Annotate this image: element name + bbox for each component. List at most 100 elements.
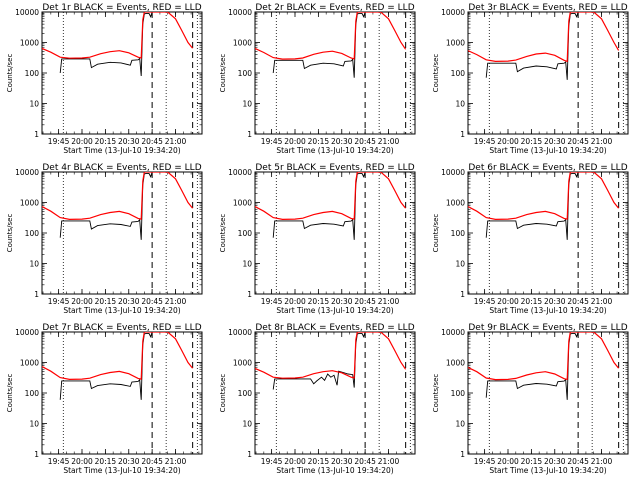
y-tick-label: 10	[29, 100, 39, 109]
x-axis-label: Start Time (13-Jul-10 19:34:20)	[489, 146, 606, 155]
x-tick-label: 20:30	[544, 457, 566, 466]
x-tick-label: 20:15	[95, 297, 117, 306]
x-axis-label: Start Time (13-Jul-10 19:34:20)	[489, 306, 606, 315]
x-tick-label: 20:30	[331, 457, 353, 466]
events-series-line	[272, 332, 366, 390]
y-tick-label: 1	[247, 130, 252, 139]
y-tick-label: 10000	[15, 328, 39, 337]
y-tick-label: 10000	[15, 8, 39, 17]
x-axis-label: Start Time (13-Jul-10 19:34:20)	[489, 466, 606, 475]
y-tick-label: 1000	[446, 199, 465, 208]
lld-series-line	[255, 172, 407, 221]
panel-1: Det 1r BLACK = Events, RED = LLD 1 10 100 10…	[6, 3, 203, 155]
events-series-line	[59, 332, 153, 400]
panel-title: Det 4r BLACK = Events, RED = LLD	[42, 163, 201, 173]
plot-frame	[467, 171, 629, 295]
x-tick-label: 21:00	[165, 137, 187, 146]
x-tick-label: 20:30	[544, 297, 566, 306]
x-tick-label: 20:15	[521, 137, 543, 146]
y-tick-label: 10000	[441, 8, 465, 17]
x-tick-label: 20:30	[331, 137, 353, 146]
x-tick-label: 21:00	[165, 457, 187, 466]
panel-4: Det 4r BLACK = Events, RED = LLD 1 10 100 10…	[6, 163, 203, 315]
x-tick-label: 20:15	[521, 457, 543, 466]
plot-frame	[254, 331, 416, 455]
x-tick-label: 20:00	[284, 297, 306, 306]
x-tick-label: 20:30	[118, 137, 140, 146]
plot-frame	[41, 331, 203, 455]
y-tick-label: 10	[242, 420, 252, 429]
y-tick-label: 1000	[20, 359, 39, 368]
x-tick-label: 19:45	[474, 297, 496, 306]
lld-series-line	[42, 12, 194, 59]
y-tick-label: 100	[238, 389, 253, 398]
x-tick-label: 20:00	[71, 457, 93, 466]
panel-2: Det 2r BLACK = Events, RED = LLD 1 10 100 10…	[219, 3, 416, 155]
x-tick-label: 19:45	[474, 457, 496, 466]
y-tick-label: 10000	[228, 328, 252, 337]
y-axis-label: Counts/sec	[432, 214, 440, 253]
x-tick-label: 21:00	[378, 457, 400, 466]
x-tick-label: 20:45	[567, 297, 589, 306]
x-tick-label: 21:00	[378, 297, 400, 306]
events-series-line	[272, 12, 366, 78]
y-tick-label: 10000	[228, 168, 252, 177]
y-tick-label: 1000	[20, 39, 39, 48]
plot-frame	[467, 11, 629, 135]
x-tick-label: 20:00	[497, 137, 519, 146]
y-tick-label: 1	[34, 450, 39, 459]
y-tick-label: 100	[451, 69, 466, 78]
y-tick-label: 1000	[20, 199, 39, 208]
x-tick-label: 20:30	[331, 297, 353, 306]
x-tick-label: 21:00	[378, 137, 400, 146]
x-tick-label: 20:30	[118, 457, 140, 466]
lld-series-line	[468, 12, 620, 63]
lld-series-line	[42, 172, 194, 221]
y-tick-label: 100	[25, 389, 40, 398]
panel-title: Det 7r BLACK = Events, RED = LLD	[42, 323, 201, 333]
lld-series-line	[468, 332, 620, 381]
y-axis-label: Counts/sec	[6, 374, 14, 413]
x-tick-label: 20:45	[141, 297, 163, 306]
y-tick-label: 1	[34, 290, 39, 299]
x-tick-label: 19:45	[48, 297, 70, 306]
lld-series-line	[255, 332, 407, 379]
y-axis-label: Counts/sec	[6, 54, 14, 93]
y-tick-label: 100	[238, 69, 253, 78]
plot-frame	[254, 171, 416, 295]
x-tick-label: 20:45	[567, 457, 589, 466]
x-tick-label: 19:45	[261, 137, 283, 146]
y-tick-label: 1000	[233, 359, 252, 368]
y-tick-label: 10	[242, 260, 252, 269]
y-tick-label: 10	[455, 100, 465, 109]
y-tick-label: 1	[460, 130, 465, 139]
y-tick-label: 10000	[15, 168, 39, 177]
y-tick-label: 100	[25, 229, 40, 238]
events-series-line	[59, 172, 153, 240]
x-tick-label: 20:00	[71, 137, 93, 146]
y-tick-label: 100	[25, 69, 40, 78]
y-tick-label: 10	[242, 100, 252, 109]
panel-title: Det 1r BLACK = Events, RED = LLD	[42, 3, 201, 13]
y-axis-label: Counts/sec	[219, 214, 227, 253]
x-tick-label: 20:00	[497, 297, 519, 306]
y-tick-label: 100	[238, 229, 253, 238]
lld-series-line	[42, 332, 194, 381]
x-tick-label: 21:00	[591, 137, 613, 146]
y-tick-label: 100	[451, 229, 466, 238]
panel-7: Det 7r BLACK = Events, RED = LLD 1 10 100 10…	[6, 323, 203, 475]
y-tick-label: 10	[29, 420, 39, 429]
panel-5: Det 5r BLACK = Events, RED = LLD 1 10 100 10…	[219, 163, 416, 315]
y-axis-label: Counts/sec	[432, 54, 440, 93]
x-tick-label: 20:15	[308, 297, 330, 306]
x-axis-label: Start Time (13-Jul-10 19:34:20)	[63, 146, 180, 155]
y-tick-label: 1000	[446, 39, 465, 48]
panel-title: Det 2r BLACK = Events, RED = LLD	[255, 3, 414, 13]
y-tick-label: 100	[451, 389, 466, 398]
x-tick-label: 20:15	[308, 137, 330, 146]
panel-title: Det 8r BLACK = Events, RED = LLD	[255, 323, 414, 333]
x-tick-label: 20:45	[141, 137, 163, 146]
y-axis-label: Counts/sec	[6, 214, 14, 253]
events-series-line	[485, 172, 579, 240]
